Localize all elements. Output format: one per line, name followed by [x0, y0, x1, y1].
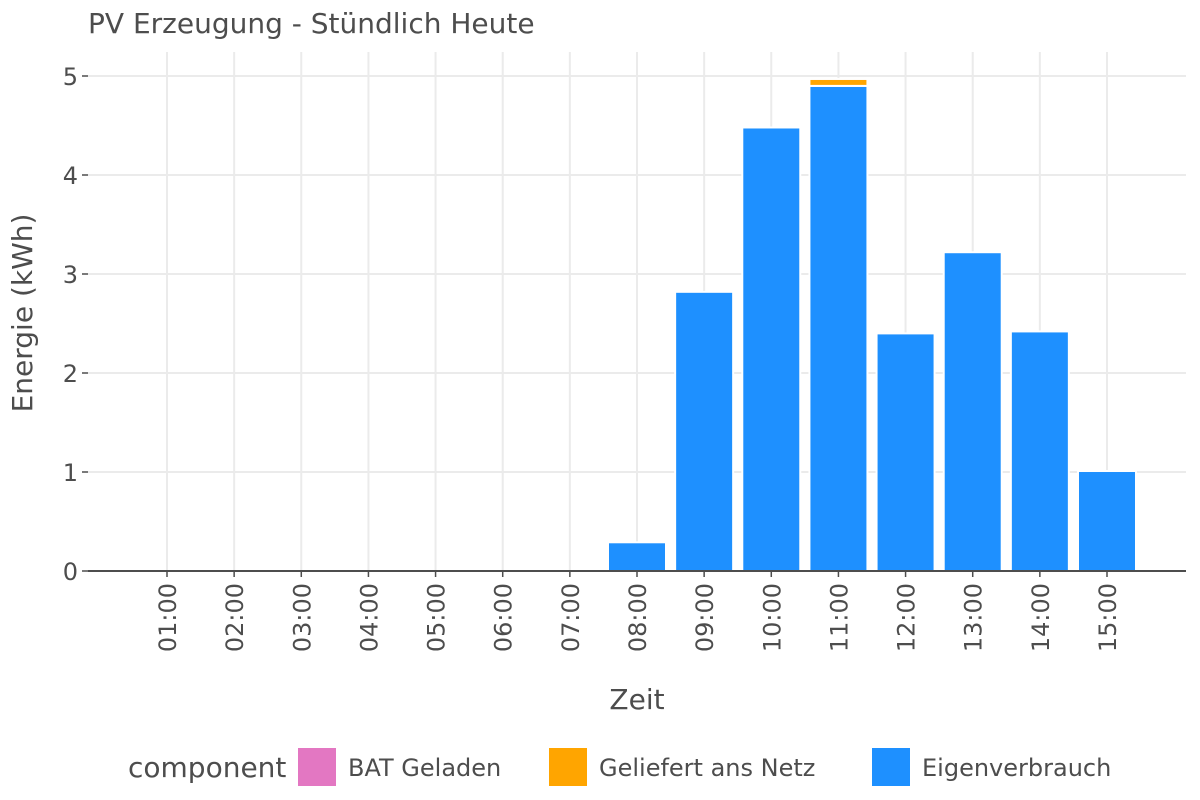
x-tick-label: 13:00 — [960, 583, 988, 652]
y-tick-label: 4 — [63, 162, 78, 190]
x-tick-label: 10:00 — [758, 583, 786, 652]
x-tick-label: 09:00 — [691, 583, 719, 652]
legend-swatch — [298, 748, 336, 786]
bar-eigenverbrauch — [607, 541, 667, 572]
x-tick-label: 04:00 — [355, 583, 383, 652]
x-tick-label: 15:00 — [1094, 583, 1122, 652]
bar-eigenverbrauch — [808, 84, 869, 573]
x-tick-label: 01:00 — [154, 583, 182, 652]
y-tick-label: 5 — [63, 63, 78, 91]
legend-label: BAT Geladen — [348, 754, 501, 782]
legend-label: Geliefert ans Netz — [599, 754, 815, 782]
x-tick-label: 06:00 — [490, 583, 518, 652]
x-tick-label: 11:00 — [825, 583, 853, 652]
y-axis-label: Energie (kWh) — [6, 214, 39, 413]
bar-geliefert-ans-netz — [808, 77, 869, 87]
legend-title: component — [128, 751, 286, 784]
bar-eigenverbrauch — [875, 332, 936, 572]
y-tick-label: 0 — [63, 558, 78, 586]
x-tick-label: 14:00 — [1027, 583, 1055, 652]
x-tick-label: 05:00 — [423, 583, 451, 652]
x-tick-label: 07:00 — [557, 583, 585, 652]
y-tick-label: 1 — [63, 459, 78, 487]
x-tick-label: 08:00 — [624, 583, 652, 652]
x-tick-label: 03:00 — [288, 583, 316, 652]
legend-swatch — [872, 748, 910, 786]
y-tick-label: 3 — [63, 261, 78, 289]
bar-eigenverbrauch — [741, 126, 802, 572]
x-tick-label: 12:00 — [893, 583, 921, 652]
x-tick-label: 02:00 — [221, 583, 249, 652]
y-tick-label: 2 — [63, 360, 78, 388]
bar-eigenverbrauch — [1009, 330, 1070, 573]
bar-eigenverbrauch — [674, 290, 735, 572]
bar-eigenverbrauch — [942, 251, 1003, 572]
x-axis-label: Zeit — [609, 683, 664, 716]
legend-swatch — [549, 748, 587, 786]
chart-title: PV Erzeugung - Stündlich Heute — [88, 7, 535, 40]
legend-label: Eigenverbrauch — [922, 754, 1111, 782]
bar-eigenverbrauch — [1077, 470, 1137, 573]
